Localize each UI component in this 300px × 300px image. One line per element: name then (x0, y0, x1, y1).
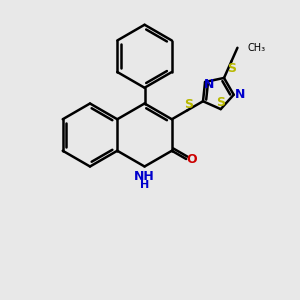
Text: H: H (140, 179, 149, 190)
Text: N: N (204, 79, 215, 92)
Text: NH: NH (134, 170, 155, 183)
Text: CH₃: CH₃ (248, 43, 266, 53)
Text: S: S (227, 61, 236, 75)
Text: O: O (186, 152, 197, 166)
Text: S: S (184, 98, 194, 111)
Text: S: S (216, 96, 225, 109)
Text: N: N (235, 88, 245, 101)
